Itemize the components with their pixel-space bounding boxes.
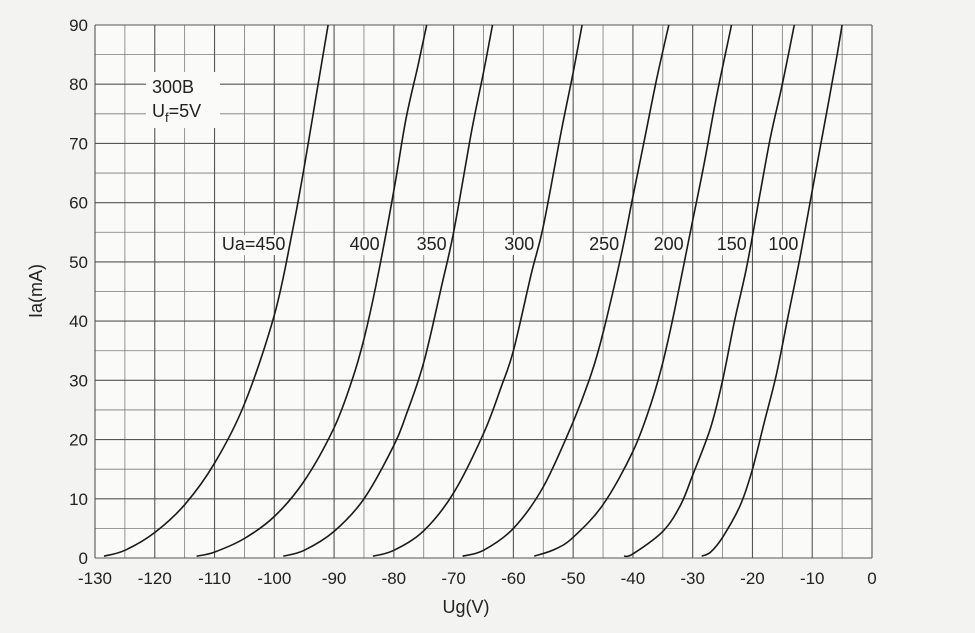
x-tick-label: -80 xyxy=(382,569,407,588)
y-tick-label: 30 xyxy=(69,371,88,390)
curve-label-backdrop xyxy=(346,235,381,256)
curve-label-backdrop xyxy=(413,235,448,256)
curve-labels: Ua=450 400 350 300 250 200 150 100 xyxy=(221,234,800,256)
x-tick-label: 0 xyxy=(867,569,876,588)
filament-subscript: f xyxy=(165,110,169,125)
curve-ua-350 xyxy=(283,24,494,557)
x-tick-label: -130 xyxy=(78,569,112,588)
y-tick-label: 70 xyxy=(69,134,88,153)
curve-label-ua-350: 350 xyxy=(417,234,447,254)
x-tick-label: -10 xyxy=(800,569,825,588)
tube-annotation: 300B Uf=5V xyxy=(146,72,220,128)
curve-label-backdrop xyxy=(650,235,685,256)
curve-label-backdrop xyxy=(500,235,536,256)
y-axis-label: Ia(mA) xyxy=(26,264,46,318)
x-tick-label: -90 xyxy=(322,569,347,588)
curve-ua-100 xyxy=(701,24,843,557)
curve-ua-450 xyxy=(103,24,329,557)
curve-label-ua-200: 200 xyxy=(654,234,684,254)
curve-ua-300 xyxy=(372,24,583,557)
filament-value: =5V xyxy=(169,101,202,121)
y-tick-label: 40 xyxy=(69,312,88,331)
curve-label-ua-150: 150 xyxy=(717,234,747,254)
x-tick-labels: -130 -120 -110 -100 -90 -80 -70 -60 -50 -40 -30 -20… xyxy=(78,569,877,588)
curve-ua-250 xyxy=(462,24,670,557)
curve-ua-200 xyxy=(534,24,733,557)
y-tick-label: 10 xyxy=(69,490,88,509)
curve-label-backdrop xyxy=(585,235,621,256)
filament-voltage-label: Uf=5V xyxy=(152,101,201,125)
x-tick-label: -70 xyxy=(441,569,466,588)
curve-label-ua-300: 300 xyxy=(504,234,534,254)
y-tick-labels: 0 10 20 30 40 50 60 70 80 90 xyxy=(69,16,88,568)
x-tick-label: -20 xyxy=(740,569,765,588)
plate-curves xyxy=(103,24,843,558)
curve-label-backdrop xyxy=(713,235,748,256)
curve-label-backdrop xyxy=(221,235,287,256)
tube-type-label: 300B xyxy=(152,77,194,97)
curve-label-ua-100: 100 xyxy=(768,234,798,254)
x-tick-label: -120 xyxy=(138,569,172,588)
curve-ua-400 xyxy=(196,24,428,557)
curve-ua-150 xyxy=(623,24,796,558)
minor-grid xyxy=(95,25,872,558)
y-tick-label: 20 xyxy=(69,431,88,450)
x-tick-label: -60 xyxy=(501,569,526,588)
x-tick-label: -110 xyxy=(198,569,231,588)
curve-label-ua-400: 400 xyxy=(350,234,380,254)
curve-label-ua-450: Ua=450 xyxy=(222,234,286,254)
curve-label-ua-250: 250 xyxy=(589,234,619,254)
x-tick-label: -30 xyxy=(680,569,705,588)
annotation-backdrop xyxy=(146,72,220,128)
y-tick-label: 50 xyxy=(69,253,88,272)
filament-symbol: U xyxy=(152,101,165,121)
x-tick-label: -50 xyxy=(561,569,586,588)
x-tick-label: -40 xyxy=(621,569,646,588)
x-tick-label: -100 xyxy=(257,569,291,588)
curve-label-backdrop xyxy=(765,235,800,256)
y-tick-label: 60 xyxy=(69,194,88,213)
y-tick-label: 90 xyxy=(69,16,88,35)
y-tick-label: 0 xyxy=(79,549,88,568)
y-tick-label: 80 xyxy=(69,75,88,94)
x-axis-label: Ug(V) xyxy=(442,597,489,617)
